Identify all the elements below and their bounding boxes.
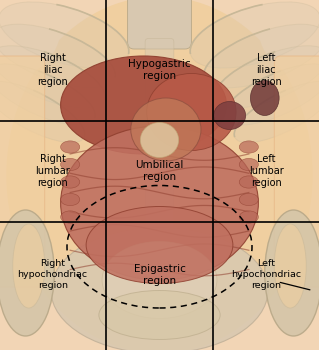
- Ellipse shape: [274, 224, 306, 308]
- Ellipse shape: [239, 194, 258, 206]
- Text: Umbilical
region: Umbilical region: [135, 161, 184, 182]
- Ellipse shape: [0, 0, 61, 80]
- Ellipse shape: [147, 74, 236, 150]
- Ellipse shape: [61, 176, 80, 188]
- Ellipse shape: [204, 24, 319, 88]
- Text: Hypogastric
region: Hypogastric region: [128, 59, 191, 81]
- Ellipse shape: [0, 24, 115, 88]
- Ellipse shape: [51, 228, 268, 350]
- Ellipse shape: [0, 64, 95, 125]
- Ellipse shape: [102, 241, 217, 318]
- FancyBboxPatch shape: [128, 0, 191, 49]
- Ellipse shape: [239, 211, 258, 223]
- Ellipse shape: [0, 2, 129, 68]
- Text: Left
iliac
region: Left iliac region: [251, 53, 282, 87]
- Ellipse shape: [140, 122, 179, 158]
- Ellipse shape: [61, 141, 80, 153]
- Ellipse shape: [61, 56, 226, 154]
- Ellipse shape: [99, 290, 220, 340]
- Text: Left
hypochondriac
region: Left hypochondriac region: [231, 259, 301, 290]
- Ellipse shape: [0, 210, 54, 336]
- Ellipse shape: [250, 80, 279, 116]
- Ellipse shape: [258, 0, 319, 80]
- Ellipse shape: [61, 159, 80, 171]
- FancyBboxPatch shape: [145, 38, 174, 248]
- Ellipse shape: [6, 0, 313, 350]
- Ellipse shape: [239, 176, 258, 188]
- Ellipse shape: [234, 82, 319, 142]
- Text: Right
hypochondriac
region: Right hypochondriac region: [18, 259, 88, 290]
- Ellipse shape: [224, 64, 319, 125]
- Ellipse shape: [214, 46, 319, 108]
- Text: Epigastric
region: Epigastric region: [134, 264, 185, 286]
- Ellipse shape: [86, 206, 233, 284]
- Ellipse shape: [239, 159, 258, 171]
- Ellipse shape: [61, 211, 80, 223]
- Ellipse shape: [61, 126, 258, 280]
- Text: Left
lumbar
region: Left lumbar region: [249, 154, 284, 189]
- Ellipse shape: [0, 46, 105, 108]
- Ellipse shape: [190, 2, 319, 68]
- Ellipse shape: [239, 141, 258, 153]
- Ellipse shape: [13, 224, 45, 308]
- Ellipse shape: [131, 98, 201, 161]
- Ellipse shape: [61, 194, 80, 206]
- Ellipse shape: [265, 210, 319, 336]
- Text: Right
iliac
region: Right iliac region: [37, 53, 68, 87]
- FancyBboxPatch shape: [0, 56, 45, 287]
- FancyBboxPatch shape: [274, 56, 319, 287]
- Ellipse shape: [214, 102, 246, 130]
- Text: Right
lumbar
region: Right lumbar region: [35, 154, 70, 189]
- Ellipse shape: [0, 82, 85, 142]
